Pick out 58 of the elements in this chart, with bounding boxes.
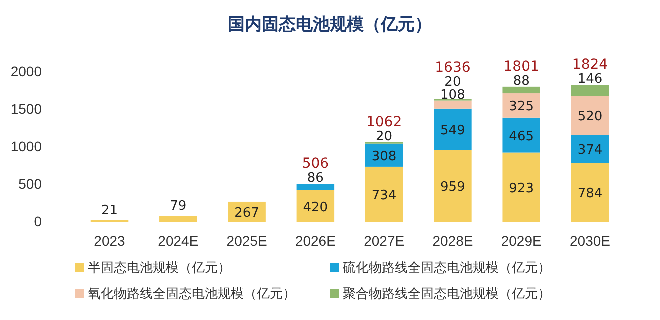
- x-tick-label: 2028E: [432, 232, 474, 249]
- x-tick-label: 2025E: [226, 232, 268, 249]
- bar: [502, 152, 540, 222]
- data-label: 734: [372, 188, 397, 204]
- data-label: 374: [578, 143, 603, 158]
- data-label: 465: [509, 129, 534, 144]
- total-label: 506: [302, 156, 330, 172]
- x-tick-label: 2030E: [570, 232, 610, 249]
- legend-label: 氧化物路线全固态电池规模（亿元）: [88, 287, 296, 302]
- data-label: 549: [440, 123, 466, 138]
- data-label: 267: [234, 206, 260, 221]
- x-tick-label: 2026E: [295, 232, 336, 249]
- data-label: 308: [372, 149, 397, 164]
- x-tick-label: 2027E: [364, 232, 405, 249]
- x-tick-label: 2023: [94, 232, 126, 249]
- legend-label: 硫化物路线全固态电池规模（亿元）: [343, 261, 551, 276]
- data-label: 20: [444, 74, 462, 90]
- data-label: 520: [578, 110, 603, 125]
- bar: [434, 150, 472, 222]
- total-label: 1824: [572, 57, 608, 74]
- y-tick-label: 1000: [10, 138, 42, 154]
- y-tick-label: 2000: [10, 63, 42, 80]
- data-label: 108: [440, 88, 466, 103]
- x-tick-label: 2024E: [158, 232, 199, 249]
- data-label: 79: [170, 199, 187, 214]
- bar: [571, 135, 610, 164]
- y-tick-label: 0: [34, 213, 42, 230]
- bar: [365, 166, 404, 222]
- total-label: 1636: [435, 60, 471, 76]
- bar: [160, 216, 198, 222]
- data-label: 88: [513, 74, 530, 89]
- data-label: 86: [307, 171, 324, 186]
- data-label: 146: [578, 72, 603, 88]
- data-label: 959: [440, 180, 466, 196]
- bar: [571, 85, 610, 96]
- bar: [434, 108, 472, 150]
- chart-title: 国内固态电池规模（亿元）: [228, 15, 432, 35]
- data-label: 21: [101, 203, 118, 218]
- bar: [502, 94, 540, 118]
- bar: [571, 96, 610, 136]
- bar: [296, 190, 335, 222]
- y-tick-label: 500: [18, 176, 42, 192]
- bar: [296, 184, 335, 190]
- total-label: 1062: [366, 114, 402, 130]
- legend-label: 半固态电池规模（亿元）: [88, 261, 231, 276]
- bar: [502, 118, 540, 153]
- data-label: 420: [303, 200, 328, 216]
- bar: [571, 163, 610, 222]
- data-label: 325: [509, 100, 534, 115]
- x-tick-label: 2029E: [501, 232, 542, 249]
- legend-label: 聚合物路线全固态电池规模（亿元）: [343, 287, 551, 302]
- data-label: 20: [376, 129, 393, 144]
- data-label: 784: [578, 186, 603, 202]
- bar: [502, 86, 540, 94]
- data-label: 923: [509, 181, 534, 196]
- total-label: 1801: [504, 58, 540, 75]
- y-tick-label: 1500: [10, 100, 42, 117]
- bar: [434, 100, 472, 109]
